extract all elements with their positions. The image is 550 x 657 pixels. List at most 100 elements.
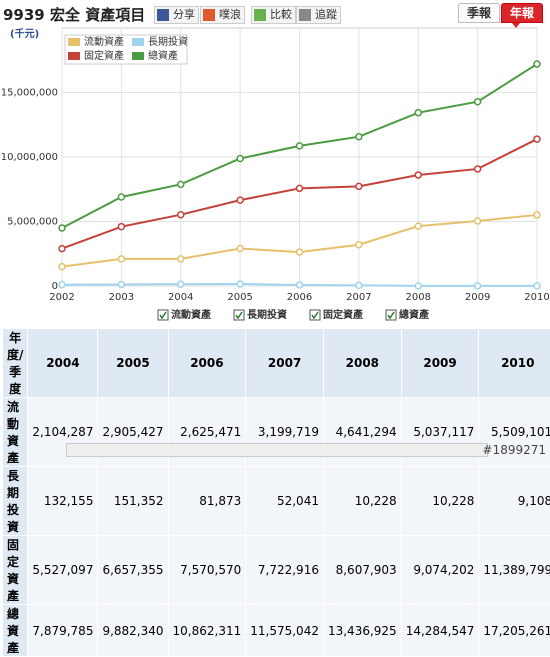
table-cell: 流動資產 [3, 398, 28, 467]
table-cell: 總資產 [3, 605, 28, 657]
legend-swatch [68, 38, 80, 46]
data-point [415, 110, 421, 116]
data-point [356, 183, 362, 189]
table-cell: 7,879,785 [28, 605, 98, 657]
table-cell: 14,284,547 [401, 605, 479, 657]
table-cell: 132,155 [28, 467, 98, 536]
data-point [415, 223, 421, 229]
data-point [475, 218, 481, 224]
data-point [178, 256, 184, 262]
x-tick-label: 2009 [465, 292, 490, 303]
table-cell: 長期投資 [3, 467, 28, 536]
data-point [178, 212, 184, 218]
data-point [178, 281, 184, 287]
data-point [118, 224, 124, 230]
x-tick-label: 2003 [109, 292, 134, 303]
legend-label: 流動資產 [84, 35, 124, 48]
data-point [297, 143, 303, 149]
data-point [237, 281, 243, 287]
data-point [297, 185, 303, 191]
data-point [415, 283, 421, 289]
table-cell: 8,607,903 [323, 536, 401, 605]
table-cell: 固定資產 [3, 536, 28, 605]
data-point [534, 136, 540, 142]
data-point [118, 194, 124, 200]
x-tick-label: 2008 [406, 292, 431, 303]
data-point [59, 264, 65, 270]
y-tick-label: 15,000,000 [1, 88, 58, 99]
legend-swatch [132, 38, 144, 46]
legend-label: 長期投資 [148, 35, 188, 48]
table-cell: 10,228 [323, 467, 401, 536]
x-tick-label: 2005 [227, 292, 252, 303]
y-axis-label: (千元) [10, 27, 39, 40]
table-cell: 2008 [323, 329, 401, 398]
data-point [118, 256, 124, 262]
table-cell: 11,575,042 [246, 605, 324, 657]
data-point [356, 242, 362, 248]
table-cell: 2009 [401, 329, 479, 398]
table-cell: 17,205,261 [479, 605, 550, 657]
y-tick-label: 5,000,000 [7, 217, 58, 228]
table-cell: 5,527,097 [28, 536, 98, 605]
data-point [237, 156, 243, 162]
legend-checkbox[interactable] [234, 310, 244, 320]
table-cell: 7,722,916 [246, 536, 324, 605]
table-cell: 9,882,340 [98, 605, 168, 657]
watermark: #1899271 [483, 443, 547, 457]
table-cell: 2010 [479, 329, 550, 398]
table-cell: 11,389,799 [479, 536, 550, 605]
table-cell: 7,570,570 [168, 536, 246, 605]
y-tick-label: 0 [52, 281, 58, 292]
table-cell: 10,862,311 [168, 605, 246, 657]
table-cell: 2007 [246, 329, 324, 398]
legend-label: 總資產 [399, 308, 429, 321]
data-point [415, 172, 421, 178]
scrollbar[interactable] [66, 443, 488, 457]
data-point [297, 249, 303, 255]
table-cell: 9,108 [479, 467, 550, 536]
table-cell: 10,228 [401, 467, 479, 536]
table-cell: 81,873 [168, 467, 246, 536]
chart: (千元) 0 5,000,000 10,000,000 15,000,000 2002 2… [0, 0, 550, 326]
data-point [534, 61, 540, 67]
table-cell: 52,041 [246, 467, 324, 536]
table-cell: 2005 [98, 329, 168, 398]
table-cell: 2004 [28, 329, 98, 398]
data-point [178, 181, 184, 187]
data-point [356, 282, 362, 288]
data-point [534, 212, 540, 218]
data-point [475, 166, 481, 172]
legend-label: 長期投資 [247, 308, 287, 321]
legend-swatch [132, 52, 144, 60]
table-cell: 9,074,202 [401, 536, 479, 605]
data-point [534, 283, 540, 289]
legend-swatch [68, 52, 80, 60]
data-point [59, 246, 65, 252]
tab-pointer [512, 23, 520, 28]
data-point [475, 283, 481, 289]
data-point [356, 134, 362, 140]
legend-label: 固定資產 [84, 49, 124, 62]
x-tick-label: 2006 [287, 292, 312, 303]
y-tick-label: 10,000,000 [1, 152, 58, 163]
data-point [59, 225, 65, 231]
x-tick-label: 2002 [49, 292, 74, 303]
x-tick-label: 2010 [524, 292, 549, 303]
legend-checkbox[interactable] [158, 310, 168, 320]
legend-checkbox[interactable] [386, 310, 396, 320]
data-point [237, 197, 243, 203]
data-point [118, 281, 124, 287]
data-point [237, 246, 243, 252]
legend-checkbox[interactable] [310, 310, 320, 320]
legend-label: 流動資產 [171, 308, 211, 321]
data-point [475, 99, 481, 105]
table-cell: 6,657,355 [98, 536, 168, 605]
table-cell: 年度/季度 [3, 329, 28, 398]
legend-label: 總資產 [148, 49, 178, 62]
x-tick-label: 2007 [346, 292, 371, 303]
